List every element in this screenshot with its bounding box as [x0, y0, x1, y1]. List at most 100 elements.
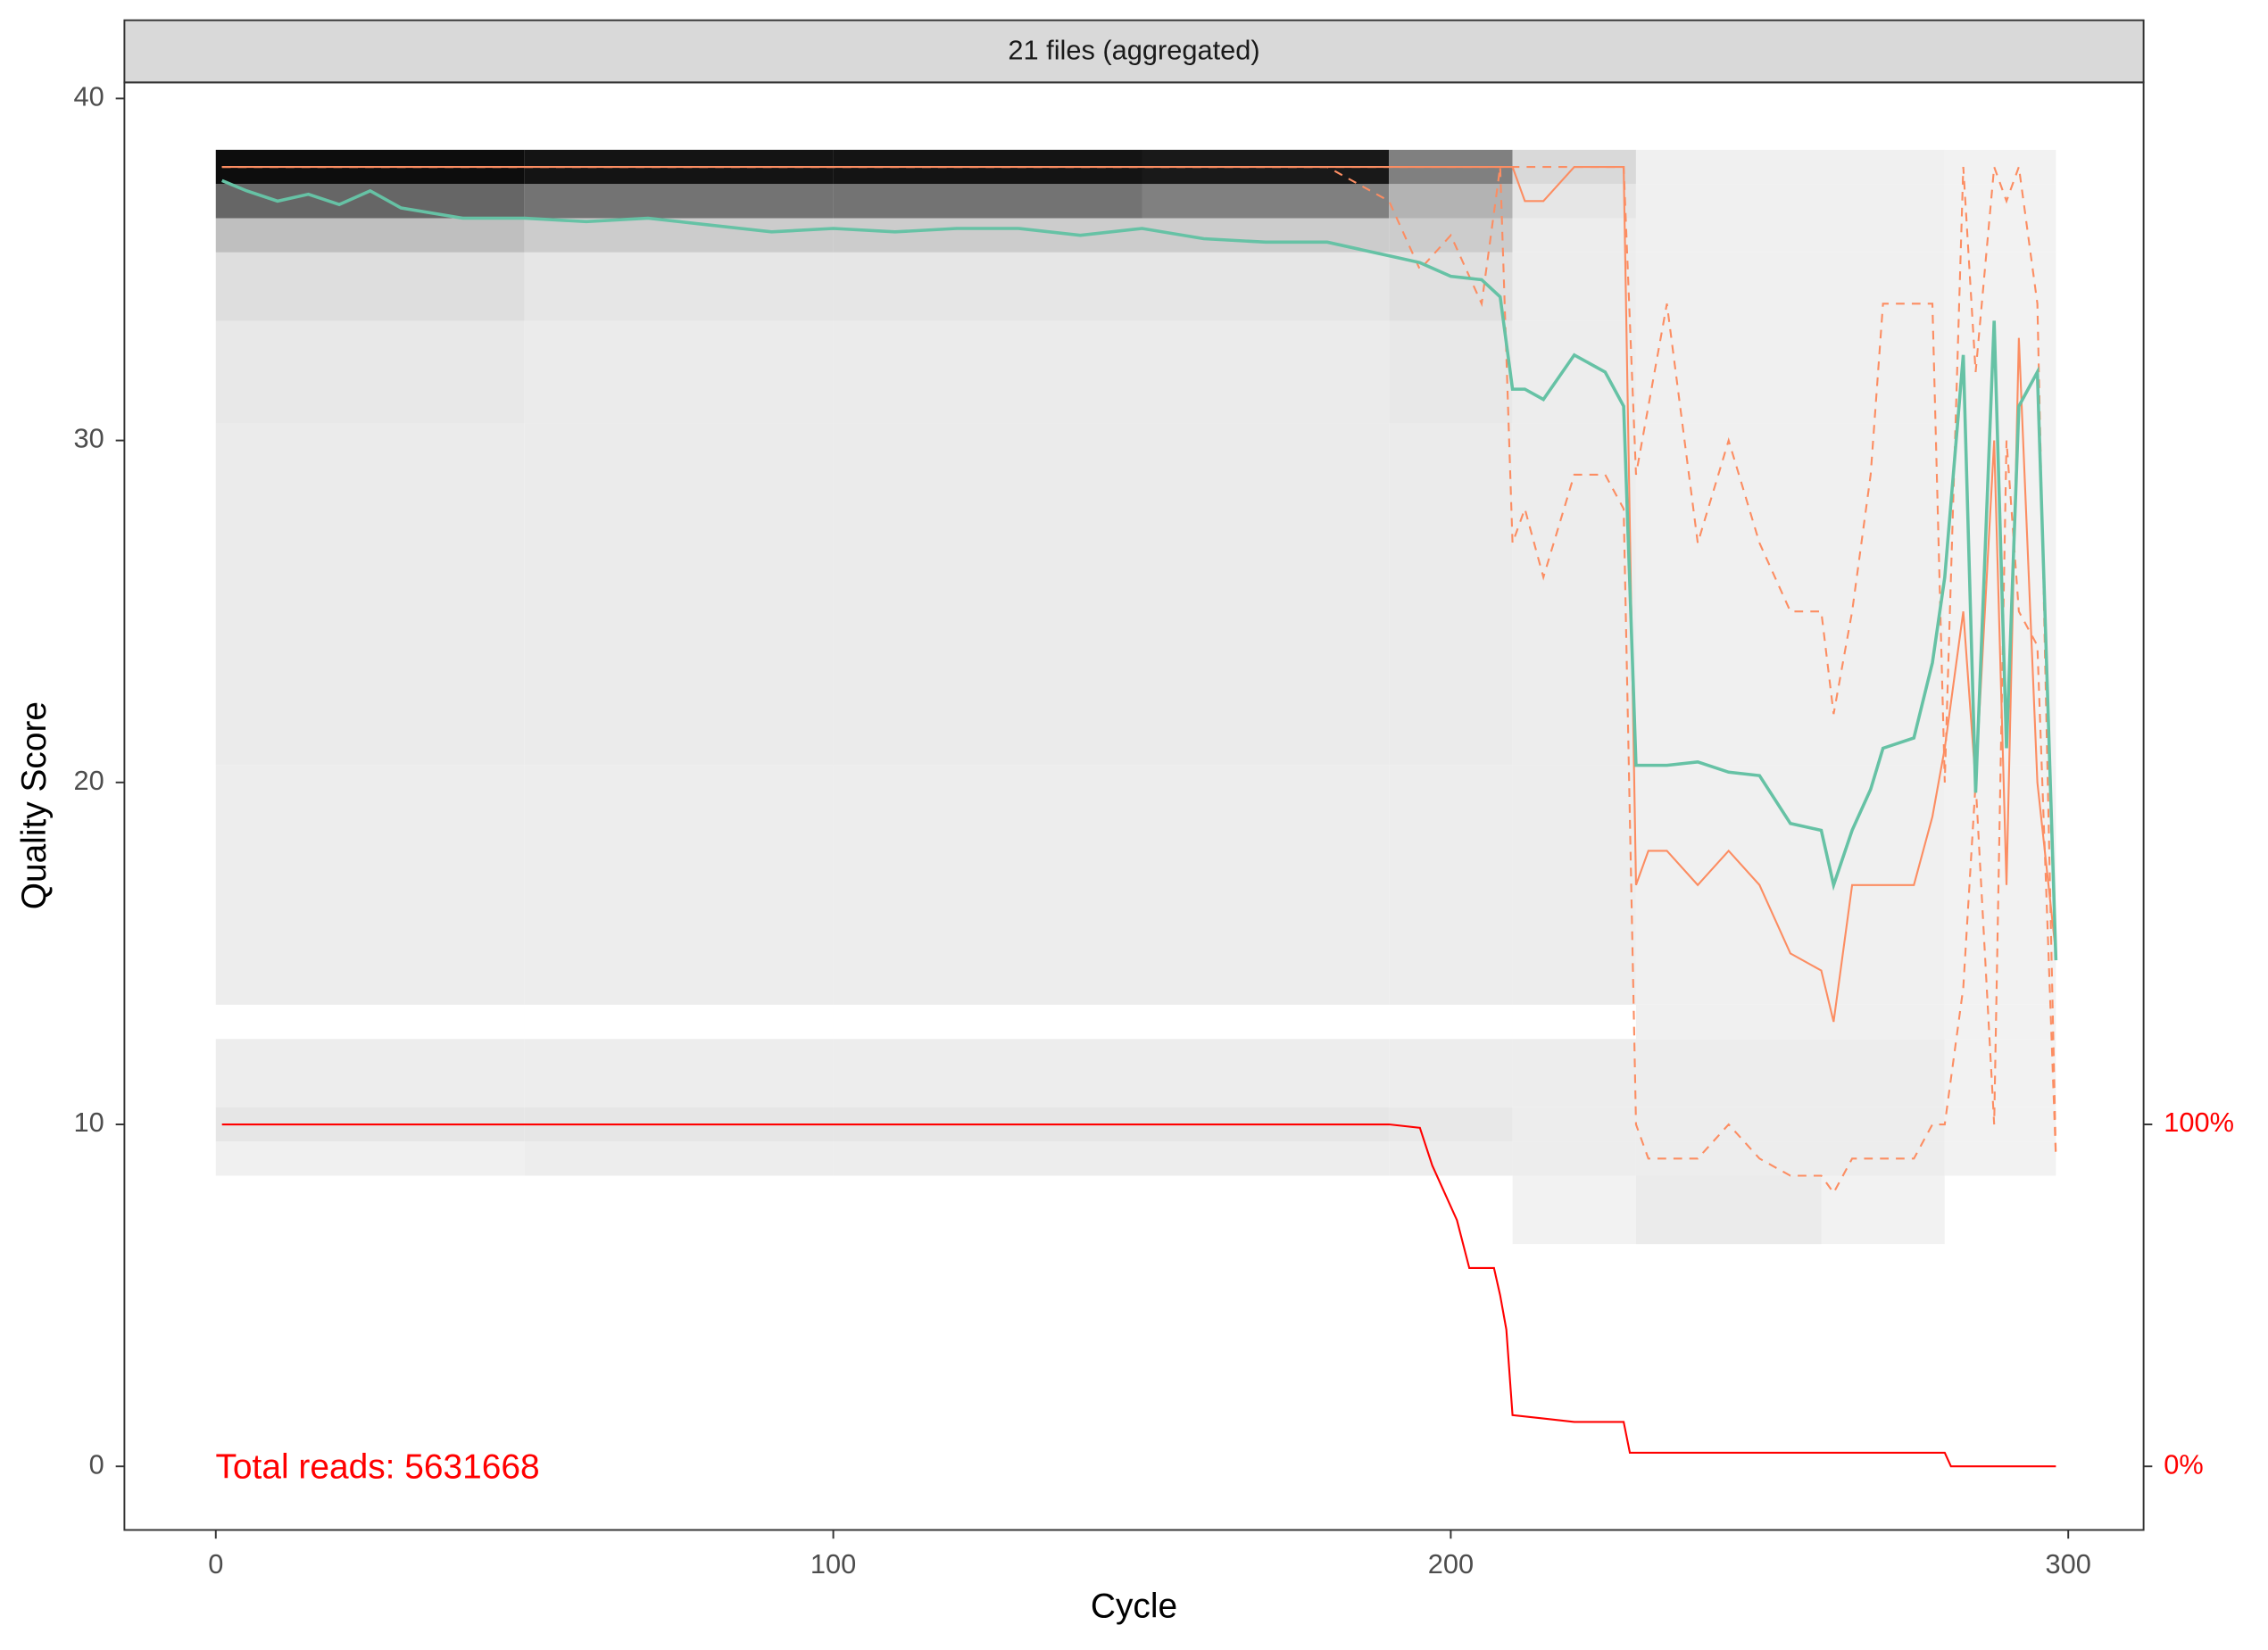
heatmap-cell	[1389, 320, 1513, 424]
heatmap-cell	[1944, 1175, 2056, 1245]
heatmap-cell	[1821, 184, 1945, 219]
heatmap-cell	[1944, 1004, 2056, 1040]
heatmap-cell	[1821, 149, 1945, 185]
heatmap-cell	[1821, 252, 1945, 321]
heatmap-cell	[215, 1039, 525, 1107]
heatmap-cell	[1389, 252, 1513, 321]
heatmap-cell	[833, 184, 1142, 219]
heatmap-cell	[1635, 1141, 1822, 1176]
heatmap-cell	[1142, 765, 1390, 1005]
heatmap-cell	[833, 1039, 1142, 1107]
heatmap-cell	[1512, 1039, 1636, 1107]
heatmap-cell	[1512, 320, 1636, 424]
heatmap-cell	[833, 423, 1142, 766]
heatmap-cell	[524, 1141, 834, 1176]
heatmap-cell	[215, 1141, 525, 1176]
x-tick-label: 300	[2046, 1548, 2091, 1580]
heatmap-cell	[524, 218, 834, 253]
heatmap-cell	[1944, 1141, 2056, 1176]
heatmap-cell	[1512, 218, 1636, 253]
heatmap-cell	[1944, 765, 2056, 1005]
heatmap-cell	[1944, 149, 2056, 185]
heatmap-cell	[1635, 1175, 1822, 1245]
heatmap-cell	[833, 1175, 1142, 1245]
heatmap-cell	[524, 1039, 834, 1107]
x-tick-label: 0	[208, 1548, 223, 1580]
heatmap-cell	[1635, 423, 1822, 766]
strip	[123, 19, 2145, 84]
heatmap-cell	[1821, 1039, 1945, 1107]
heatmap-cell	[1821, 1107, 1945, 1142]
y-tick-label: 20	[73, 765, 104, 796]
heatmap-cell	[833, 1141, 1142, 1176]
heatmap-cell	[1389, 765, 1513, 1005]
annotation: Total reads: 5631668	[215, 1448, 539, 1487]
heatmap-cell	[1142, 1004, 1390, 1040]
y-tick-label: 10	[73, 1107, 104, 1138]
heatmap-cell	[524, 1004, 834, 1040]
x-axis-title: Cycle	[1091, 1587, 1177, 1625]
series-line	[221, 178, 2058, 961]
heatmap-cell	[1389, 1107, 1513, 1142]
heatmap-cell	[1944, 1039, 2056, 1107]
y2-tick-label: 0%	[2164, 1448, 2203, 1480]
y-tick-label: 0	[89, 1448, 104, 1480]
strip-title: 21 files (aggregated)	[1008, 34, 1259, 65]
heatmap-cell	[1512, 1175, 1636, 1245]
heatmap-cell	[1635, 218, 1822, 253]
heatmap-cell	[1944, 1107, 2056, 1142]
heatmap-cell	[215, 252, 525, 321]
series-line	[221, 165, 2057, 1195]
heatmap-cell	[1635, 184, 1822, 219]
heatmap-cell	[1944, 218, 2056, 253]
heatmap-cell	[1142, 252, 1390, 321]
panel-border	[123, 81, 2145, 1531]
heatmap-cell	[833, 320, 1142, 424]
heatmap-cell	[1142, 1175, 1390, 1245]
heatmap-cell	[215, 1004, 525, 1040]
heatmap-cell	[1389, 1039, 1513, 1107]
heatmap-cell	[1512, 252, 1636, 321]
heatmap-cell	[1512, 1141, 1636, 1176]
y-axis-title: Quality Score	[15, 701, 54, 909]
heatmap-cell	[524, 320, 834, 424]
heatmap-cell	[833, 218, 1142, 253]
heatmap-cell	[1944, 184, 2056, 219]
heatmap-cell	[833, 765, 1142, 1005]
heatmap-cell	[1142, 423, 1390, 766]
heatmap-cell	[215, 218, 525, 253]
heatmap-cell	[1389, 1004, 1513, 1040]
heatmap-cell	[1635, 252, 1822, 321]
series-line	[221, 165, 2057, 1023]
heatmap-cell	[1512, 1107, 1636, 1142]
heatmap-cell	[1635, 320, 1822, 424]
heatmap-cell	[1389, 184, 1513, 219]
x-tick-label: 200	[1428, 1548, 1474, 1580]
heatmap-cell	[1821, 1004, 1945, 1040]
heatmap-cell	[833, 1004, 1142, 1040]
y2-tick-label: 100%	[2164, 1107, 2234, 1138]
heatmap-cell	[524, 423, 834, 766]
heatmap-cell	[1821, 1175, 1945, 1245]
heatmap-cell	[524, 184, 834, 219]
heatmap-cell	[215, 423, 525, 766]
heatmap-cell	[1821, 423, 1945, 766]
heatmap-cell	[1512, 765, 1636, 1005]
plot-area	[215, 149, 2058, 1468]
heatmap-cell	[1142, 1141, 1390, 1176]
heatmap-cell	[1635, 1039, 1822, 1107]
heatmap-cell	[524, 1175, 834, 1245]
heatmap-cell	[1635, 1004, 1822, 1040]
heatmap-cell	[215, 765, 525, 1005]
heatmap-cell	[1821, 218, 1945, 253]
heatmap-cell	[1821, 320, 1945, 424]
heatmap-cell	[215, 320, 525, 424]
heatmap-cell	[833, 252, 1142, 321]
heatmap-cell	[1142, 320, 1390, 424]
heatmap-cell	[1512, 423, 1636, 766]
heatmap-cell	[1635, 149, 1822, 185]
x-tick-label: 100	[810, 1548, 856, 1580]
heatmap-cell	[1389, 423, 1513, 766]
